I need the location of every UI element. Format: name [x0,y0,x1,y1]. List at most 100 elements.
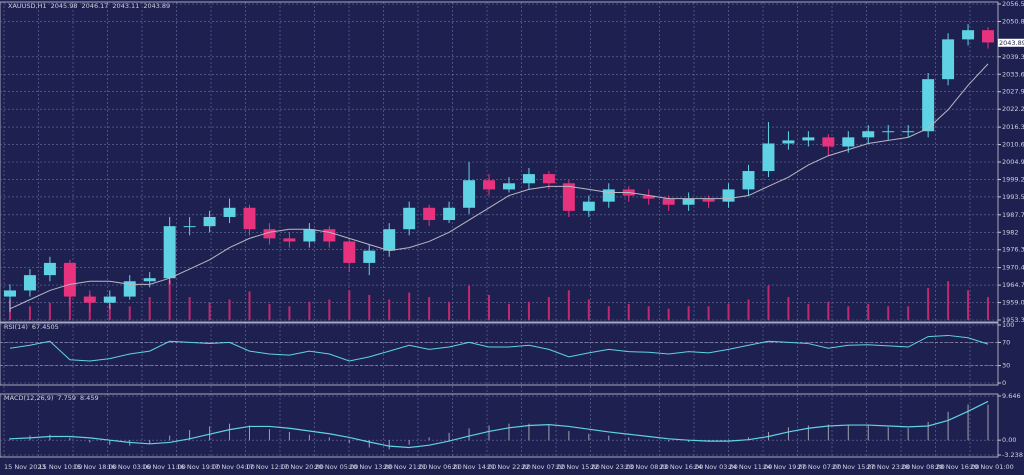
volume-bar [428,297,431,320]
volume-bar [28,306,31,320]
candle-body [562,183,575,211]
candle-body [682,198,695,205]
x-tick-label: 17 Nov 12:00 [246,463,290,471]
y-tick-label: 2016.35 [1002,123,1024,131]
y-tick-label: 1959.05 [1002,299,1024,307]
panel-header: 2046.17 [82,2,109,10]
candle-body [443,207,456,221]
candle-body [463,180,476,208]
candle-body [303,229,316,242]
volume-bar [268,304,271,320]
x-tick-label: 17 Nov 20:00 [280,463,324,471]
volume-bar [727,304,730,320]
y-tick-label: 1976.3 [1002,246,1024,254]
volume-bar [48,302,51,320]
volume-bar [687,306,690,320]
candle-body [542,174,555,184]
volume-bar [547,297,550,320]
x-tick-label: 27 Nov 15:00 [832,463,876,471]
volume-bar [627,304,630,320]
y-tick-label: 2039.3 [1002,53,1024,61]
rsi-line [9,334,989,362]
candle-body [942,39,955,80]
y-tick-label: 1970.45 [1002,264,1024,272]
candle-body [43,262,56,276]
volume-bar [807,304,810,320]
panel-header: XAUUSD,H1 [8,2,47,10]
x-tick-label: 21 Nov 14:00 [453,463,497,471]
candle-body [742,171,755,190]
x-tick-label: 23 Nov 08:00 [625,463,669,471]
volume-bar [947,281,950,320]
volume-bar [328,299,331,320]
volume-bar [368,294,371,320]
volume-bar [348,290,351,320]
panel-frame [0,322,999,386]
volume-bar [308,301,311,320]
candle-body [762,143,775,172]
moving-average [9,63,989,310]
volume-bar [587,299,590,320]
candle-body [822,137,835,147]
x-tick-label: 20 Nov 21:00 [384,463,428,471]
panel-header: RSI(14) [4,323,28,331]
candle-body [922,79,935,132]
x-tick-label: 20 Nov 13:00 [349,463,393,471]
x-tick-label: 20 Nov 05:00 [315,463,359,471]
candle-body [243,207,256,230]
panel-header: 67.4505 [32,323,59,331]
y-tick-label: 1964.75 [1002,281,1024,289]
candle-body [802,137,815,141]
y-tick-label: 0 [1002,379,1006,387]
panel-header: 2043.89 [143,2,170,10]
candle-body [403,207,416,230]
panel-header: 8.459 [80,394,99,402]
x-tick-label: 24 Nov 19:00 [763,463,807,471]
macd-signal-line [9,400,989,449]
candle-body [343,241,356,263]
y-tick-label: 2056.55 [1002,0,1024,8]
y-tick-label: 2022.2 [1002,105,1024,113]
y-tick-label: 2027.9 [1002,88,1024,96]
x-tick-label: 15 Nov 10:00 [39,463,83,471]
y-tick-label: 70 [1002,338,1010,346]
y-tick-label: 2033.6 [1002,70,1024,78]
x-tick-label: 27 Nov 07:00 [798,463,842,471]
x-tick-label: 15 Nov 2023 [4,463,46,471]
volume-bar [907,306,910,320]
candle-body [642,195,655,199]
x-tick-label: 24 Nov 11:00 [729,463,773,471]
volume-bar [767,285,770,320]
candle-body [423,207,436,221]
x-tick-label: 29 Nov 01:00 [970,463,1014,471]
x-tick-label: 16 Nov 19:00 [177,463,221,471]
candle-body [63,262,76,297]
y-tick-label: 0.00 [1002,436,1016,444]
y-tick-label: 2050.85 [1002,17,1024,25]
x-tick-label: 21 Nov 22:00 [487,463,531,471]
candle-body [582,201,595,211]
candle-body [502,183,515,190]
panel-header: 7.759 [57,394,76,402]
x-tick-label: 22 Nov 07:00 [522,463,566,471]
candle-body [902,131,915,133]
y-tick-label: 2004.95 [1002,158,1024,166]
x-tick-label: 27 Nov 23:00 [867,463,911,471]
volume-bar [128,306,131,320]
volume-bar [288,306,291,320]
panel-header: 2045.98 [51,2,78,10]
volume-bar [667,308,670,320]
candle-body [662,198,675,205]
volume-bar [827,301,830,320]
x-tick-label: 24 Nov 03:00 [694,463,738,471]
x-tick-label: 15 Nov 18:00 [73,463,117,471]
x-tick-label: 16 Nov 11:00 [142,463,186,471]
volume-bar [987,297,990,320]
candle-body [363,250,376,263]
x-tick-label: 21 Nov 06:00 [418,463,462,471]
volume-bar [388,299,391,320]
candle-body [383,229,396,251]
volume-bar [567,290,570,320]
volume-bar [208,302,211,320]
volume-bar [468,285,471,320]
